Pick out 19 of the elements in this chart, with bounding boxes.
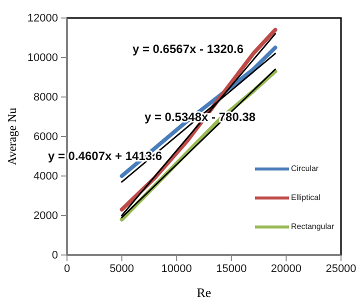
y-tick-label: 2000 (34, 210, 58, 222)
y-tick-label: 4000 (34, 170, 58, 183)
legend-label: Circular (291, 164, 319, 174)
y-axis-title: Average Nu (5, 108, 19, 166)
x-tick-label: 15000 (216, 262, 247, 275)
y-tick-label: 6000 (34, 131, 58, 144)
annotation: y = 0.6567x - 1320.6 (132, 42, 244, 56)
x-tick-label: 25000 (326, 262, 356, 275)
y-tick-label: 8000 (34, 92, 58, 104)
legend-label: Elliptical (291, 193, 321, 202)
x-tick-label: 0 (64, 262, 70, 275)
legend-label: Rectangular (291, 222, 334, 232)
x-axis-title: Re (196, 285, 212, 300)
y-tick-label: 0 (52, 250, 58, 262)
y-tick-label: 12000 (27, 12, 58, 25)
x-tick-label: 20000 (270, 262, 302, 275)
y-tick-label: 10000 (27, 52, 58, 64)
x-tick-label: 10000 (161, 262, 192, 275)
x-tick-label: 5000 (110, 262, 134, 275)
